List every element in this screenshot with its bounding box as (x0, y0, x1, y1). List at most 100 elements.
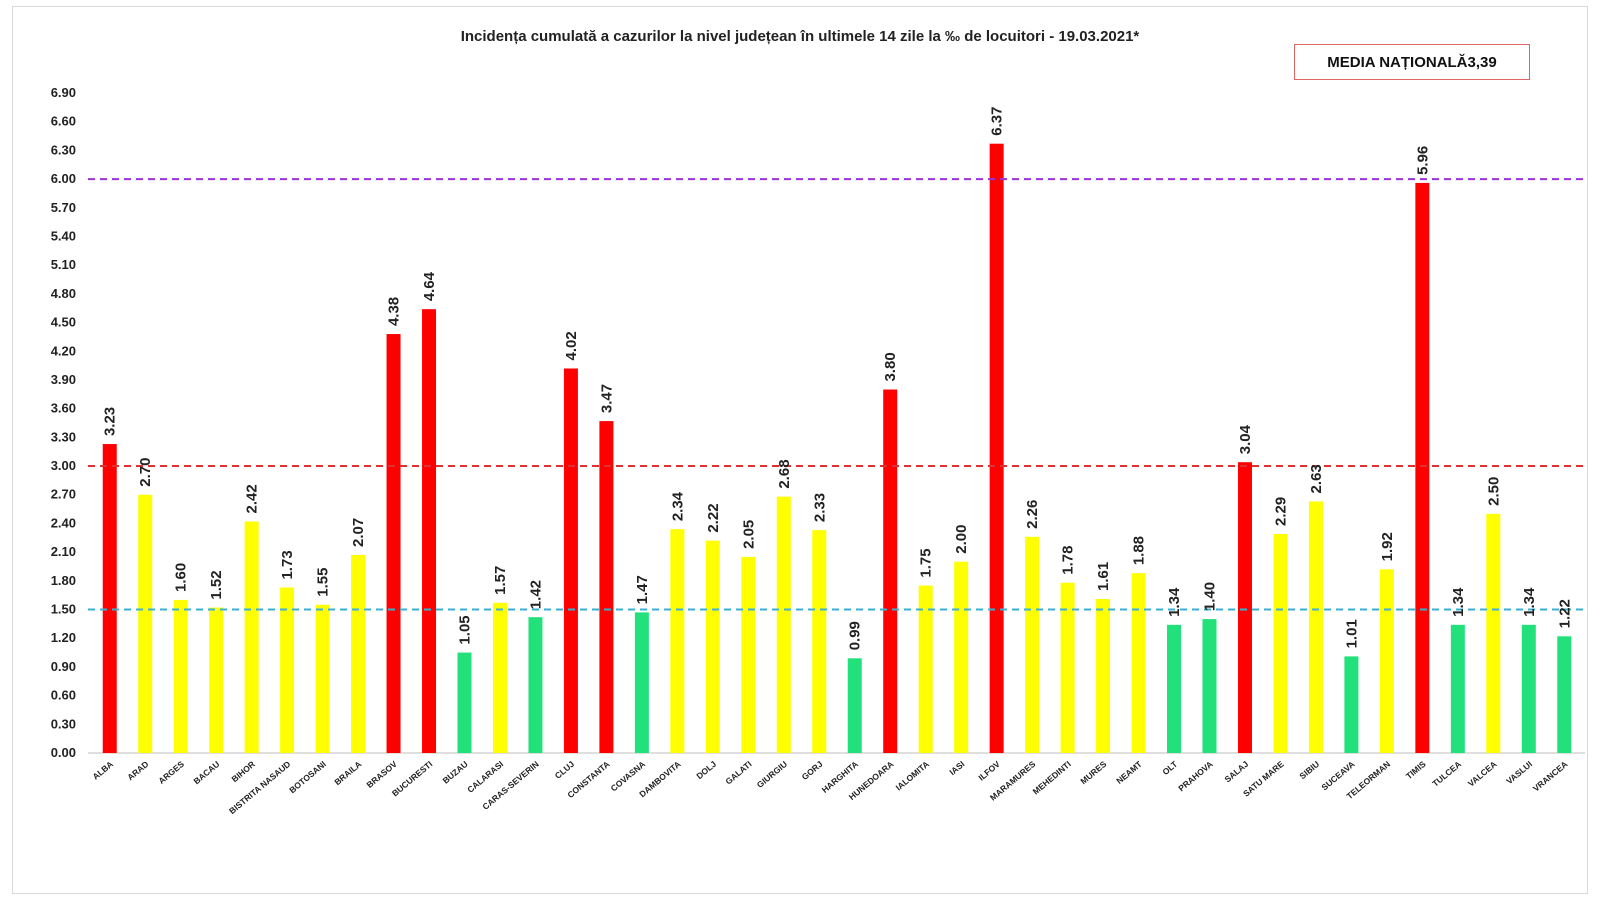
category-label: NEAMT (1114, 758, 1144, 786)
bar (705, 540, 720, 753)
bar (1450, 624, 1465, 753)
data-label: 4.02 (563, 331, 580, 360)
data-label: 1.75 (918, 548, 935, 577)
data-label: 1.57 (492, 566, 509, 595)
category-label: IASI (947, 759, 966, 777)
data-label: 1.42 (527, 580, 544, 609)
bar (847, 658, 862, 753)
data-label: 4.64 (421, 271, 438, 301)
y-tick-label: 0.30 (51, 716, 76, 731)
bar (280, 587, 295, 753)
data-label: 2.05 (740, 520, 757, 549)
category-label: VALCEA (1466, 759, 1499, 789)
y-tick-label: 6.30 (51, 142, 76, 157)
bar (1486, 513, 1501, 753)
data-label: 2.50 (1485, 477, 1502, 506)
bar (457, 652, 472, 753)
data-label: 4.38 (386, 297, 403, 326)
data-label: 2.34 (669, 491, 686, 521)
bar (209, 607, 224, 753)
bar (883, 389, 898, 753)
category-label: BUZAU (441, 759, 470, 786)
category-label: TIMIS (1404, 759, 1428, 781)
data-label: 1.05 (457, 615, 474, 644)
category-label: VASLUI (1504, 759, 1534, 786)
data-label: 2.33 (811, 493, 828, 522)
category-label: DOLJ (694, 759, 718, 781)
category-label: BIHOR (230, 759, 257, 784)
bar (528, 617, 543, 753)
category-label: SIBIU (1297, 759, 1321, 781)
data-label: 2.63 (1308, 464, 1325, 493)
y-tick-label: 3.90 (51, 372, 76, 387)
data-label: 2.29 (1272, 497, 1289, 526)
category-label: VRANCEA (1531, 759, 1570, 794)
bar (1060, 582, 1075, 753)
data-label: 2.68 (776, 459, 793, 488)
bar (138, 494, 153, 753)
chart-title: Incidența cumulată a cazurilor la nivel … (460, 28, 1140, 45)
data-label: 1.92 (1379, 532, 1396, 561)
data-label: 3.47 (598, 384, 615, 413)
y-tick-label: 4.20 (51, 343, 76, 358)
bar (351, 555, 366, 753)
category-label: OLT (1160, 758, 1180, 777)
category-label: TULCEA (1430, 759, 1463, 789)
y-tick-label: 0.90 (51, 659, 76, 674)
y-tick-label: 2.40 (51, 515, 76, 530)
y-tick-label: 4.80 (51, 286, 76, 301)
category-label: BRASOV (365, 759, 400, 790)
bar (1415, 182, 1430, 754)
category-label: ALBA (91, 759, 116, 782)
bar (1096, 599, 1111, 753)
bar (315, 604, 330, 753)
data-label: 1.34 (1521, 587, 1538, 617)
y-tick-label: 2.10 (51, 544, 76, 559)
bar (741, 556, 756, 753)
y-tick-label: 5.40 (51, 228, 76, 243)
bar (954, 561, 969, 753)
category-label: BISTRITA NASAUD (227, 759, 292, 816)
bar (1131, 573, 1146, 753)
data-label: 6.37 (989, 106, 1006, 135)
data-label: 3.04 (1237, 424, 1254, 454)
bar (422, 309, 437, 753)
data-label: 1.34 (1450, 587, 1467, 617)
y-tick-label: 3.00 (51, 458, 76, 473)
category-label: BOTOSANI (287, 759, 328, 795)
bar (1273, 533, 1288, 753)
data-label: 2.26 (1024, 500, 1041, 529)
data-label: 1.01 (1343, 619, 1360, 648)
bar (634, 612, 649, 753)
data-label: 1.73 (279, 550, 296, 579)
data-label: 1.78 (1060, 546, 1077, 575)
y-tick-label: 6.90 (51, 85, 76, 100)
bar (1202, 619, 1217, 753)
data-label: 3.23 (102, 407, 119, 436)
bar (1379, 569, 1394, 753)
y-tick-label: 5.10 (51, 257, 76, 272)
national-average-label: MEDIA NAȚIONALĂ (1327, 53, 1468, 71)
data-label: 2.70 (137, 458, 154, 487)
y-tick-label: 0.00 (51, 745, 76, 760)
bar (1308, 501, 1323, 753)
bar (386, 334, 401, 753)
data-label: 1.22 (1556, 599, 1573, 628)
data-label: 1.52 (208, 570, 225, 599)
data-label: 1.34 (1166, 587, 1183, 617)
y-tick-label: 1.20 (51, 630, 76, 645)
category-label: BRAILA (332, 759, 363, 787)
bar (989, 143, 1004, 753)
bar (563, 368, 578, 753)
data-label: 3.80 (882, 352, 899, 381)
bar (670, 529, 685, 753)
national-average-box: MEDIA NAȚIONALĂ 3,39 (1294, 44, 1530, 80)
chart-frame (12, 6, 1588, 894)
bar (1557, 636, 1572, 753)
y-tick-label: 3.60 (51, 401, 76, 416)
category-label: GIURGIU (755, 759, 789, 790)
bar (1237, 462, 1252, 753)
data-label: 1.88 (1131, 536, 1148, 565)
bar (102, 444, 117, 753)
